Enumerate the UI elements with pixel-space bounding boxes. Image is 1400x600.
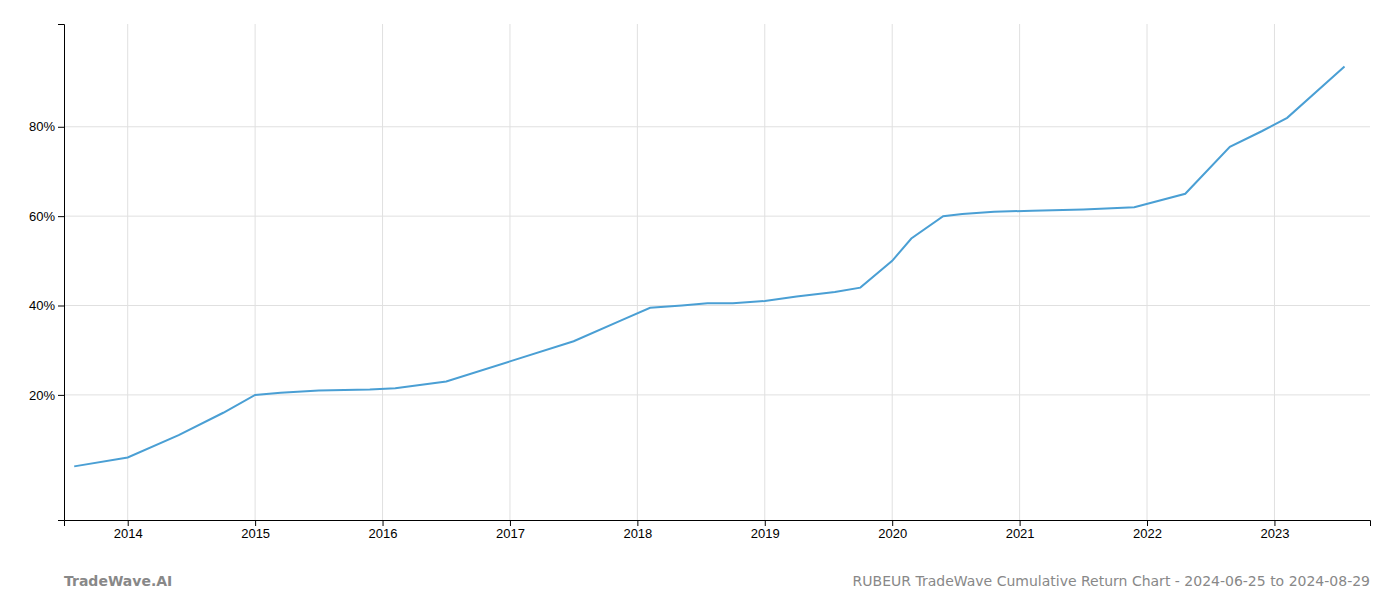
annotations: TradeWave.AI RUBEUR TradeWave Cumulative …	[64, 573, 1370, 589]
tick-label: 2022	[1133, 526, 1162, 541]
tick-label: 60%	[29, 209, 55, 224]
grid-line	[764, 24, 765, 520]
tick: 2021	[1006, 520, 1035, 541]
tick-label: 20%	[29, 388, 55, 403]
tick-mark	[383, 520, 384, 526]
tick-mark	[637, 520, 638, 526]
grid-line	[1274, 24, 1275, 520]
tick: 2017	[496, 520, 525, 541]
tick-label: 2021	[1006, 526, 1035, 541]
tick-label: 2020	[878, 526, 907, 541]
grid-line	[637, 24, 638, 520]
grid-line	[127, 24, 128, 520]
tick-mark	[1274, 520, 1275, 526]
tick-mark	[1020, 520, 1021, 526]
grid-line	[509, 24, 510, 520]
tick-mark	[255, 520, 256, 526]
tick: 60%	[29, 209, 64, 224]
grid-line	[64, 216, 1370, 217]
tick-label: 2017	[496, 526, 525, 541]
tick-mark	[128, 520, 129, 526]
tick-label: 2015	[241, 526, 270, 541]
grid-line	[64, 126, 1370, 127]
tick: 2018	[623, 520, 652, 541]
footer-right: RUBEUR TradeWave Cumulative Return Chart…	[853, 573, 1370, 589]
tick-label: 2019	[751, 526, 780, 541]
tick-mark	[765, 520, 766, 526]
tick-mark	[510, 520, 511, 526]
line	[74, 66, 1344, 466]
tick: 2022	[1133, 520, 1162, 541]
marks	[74, 66, 1344, 466]
tick-label: 2018	[623, 526, 652, 541]
tick: 20%	[29, 388, 64, 403]
axis-line	[58, 25, 65, 521]
footer-left: TradeWave.AI	[64, 573, 172, 589]
tick-label: 2023	[1260, 526, 1289, 541]
tick: 40%	[29, 298, 64, 313]
tick-mark	[1147, 520, 1148, 526]
tick: 2016	[369, 520, 398, 541]
tick-label: 80%	[29, 119, 55, 134]
tick-mark	[58, 127, 64, 128]
tick: 2015	[241, 520, 270, 541]
axis-line	[65, 521, 1371, 527]
grid-line	[892, 24, 893, 520]
tick-label: 2014	[114, 526, 143, 541]
tick-mark	[892, 520, 893, 526]
tick: 80%	[29, 119, 64, 134]
tick: 2023	[1260, 520, 1289, 541]
tick-label: 2016	[369, 526, 398, 541]
grid-line	[64, 305, 1370, 306]
x-axis: 2014 2015 2016 2017 2018 2019 2020 2021 2022 2023	[65, 520, 1371, 541]
tick-label: 40%	[29, 298, 55, 313]
tick: 2020	[878, 520, 907, 541]
tick-mark	[58, 306, 64, 307]
tick: 2014	[114, 520, 143, 541]
plot: 2014 2015 2016 2017 2018 2019 2020 2021 2022 2023…	[29, 24, 1371, 541]
grid-line	[1019, 24, 1020, 520]
tick-mark	[58, 216, 64, 217]
grid-line	[255, 24, 256, 520]
grid-line	[382, 24, 383, 520]
grid-line	[1147, 24, 1148, 520]
grid	[64, 24, 1370, 520]
chart: 2014 2015 2016 2017 2018 2019 2020 2021 2022 2023…	[0, 0, 1400, 600]
y-axis: 20% 40% 60% 80%	[29, 25, 65, 521]
tick-mark	[58, 395, 64, 396]
tick: 2019	[751, 520, 780, 541]
